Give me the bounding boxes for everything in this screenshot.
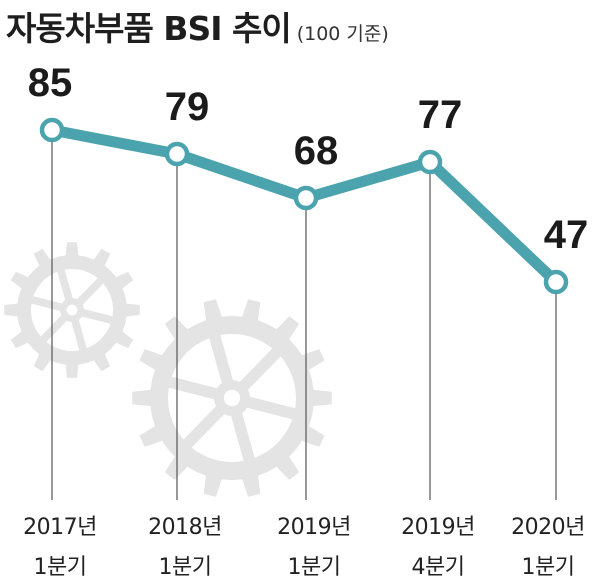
x-tick-label-line1: 2019년 (277, 515, 351, 540)
chart-title: 자동차부품 BSI 추이 (6, 9, 292, 48)
chart-title-block: 자동차부품 BSI 추이 (100 기준) (6, 2, 389, 50)
data-point (543, 269, 569, 295)
data-point (164, 141, 190, 167)
x-tick-label-line2: 1분기 (159, 555, 212, 580)
x-tick-label: 2018년 1분기 (148, 515, 222, 580)
x-tick-label-line1: 2017년 (23, 515, 97, 540)
x-tick-label-line1: 2020년 (511, 515, 585, 540)
x-tick-label-line2: 1분기 (288, 555, 341, 580)
x-tick-label: 2020년 1분기 (511, 515, 585, 580)
drop-lines (51, 130, 557, 500)
data-point (417, 149, 443, 175)
x-tick-label-line2: 1분기 (34, 555, 87, 580)
data-label: 68 (294, 129, 339, 173)
x-tick-label: 2017년 1분기 (23, 515, 97, 580)
gear-decoration (4, 242, 332, 497)
data-labels: 85 79 68 77 47 (28, 61, 589, 257)
data-label: 77 (418, 93, 463, 137)
x-tick-label: 2019년 4분기 (401, 515, 475, 580)
small-gear-icon (4, 242, 140, 378)
large-gear-icon (132, 299, 332, 497)
data-point (39, 117, 65, 143)
x-tick-label-line1: 2018년 (148, 515, 222, 540)
x-tick-label-line1: 2019년 (401, 515, 475, 540)
x-axis-ticks: 2017년 1분기 2018년 1분기 2019년 1분기 2019년 4분기 2020년 1분기 (23, 515, 585, 580)
chart-subtitle: (100 기준) (296, 23, 389, 45)
data-label: 85 (28, 61, 73, 105)
x-tick-label-line2: 4분기 (412, 555, 465, 580)
data-label: 79 (165, 85, 210, 129)
data-point (293, 185, 319, 211)
x-tick-label: 2019년 1분기 (277, 515, 351, 580)
data-points (39, 117, 569, 295)
data-label: 47 (544, 213, 589, 257)
x-tick-label-line2: 1분기 (522, 555, 575, 580)
